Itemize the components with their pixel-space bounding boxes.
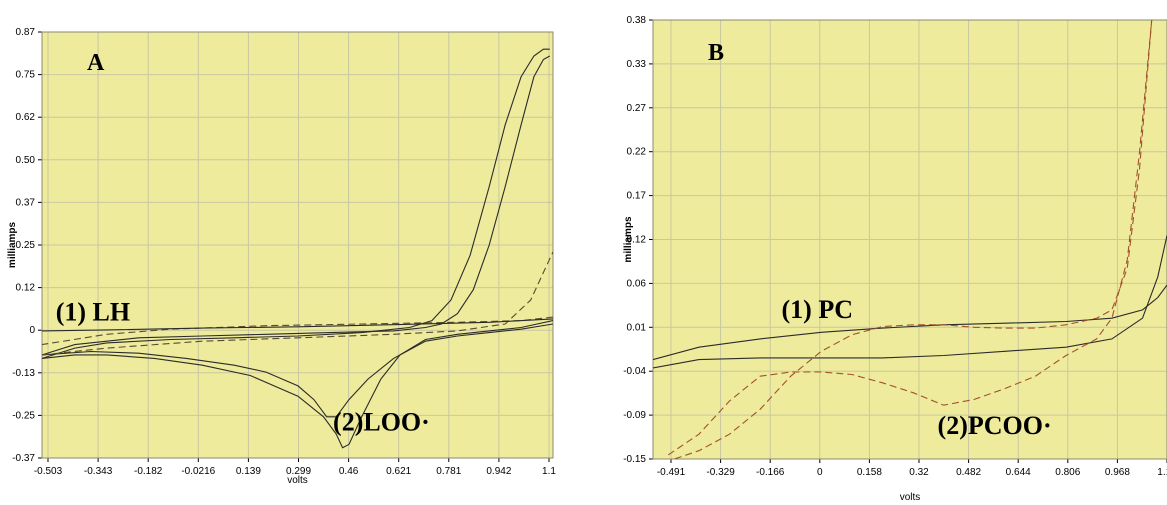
x-tick-label: 0 <box>817 467 823 478</box>
y-tick-label: 0.01 <box>627 322 647 333</box>
y-tick-label: 0.62 <box>16 112 36 123</box>
x-tick-label: 0.32 <box>909 467 929 478</box>
y-tick-label: 0.12 <box>16 283 36 294</box>
y-axis-label: milliamps <box>623 216 634 263</box>
x-tick-label: -0.0216 <box>181 466 215 477</box>
y-tick-label: -0.15 <box>623 454 646 465</box>
y-tick-label: -0.25 <box>12 410 35 421</box>
x-tick-label: 0.621 <box>386 466 411 477</box>
series-line-6 <box>42 318 553 332</box>
y-tick-label: -0.37 <box>12 453 35 464</box>
y-tick-label: 0.87 <box>16 27 36 38</box>
x-axis-label: volts <box>900 492 921 503</box>
series-line-2 <box>667 20 1153 456</box>
series-line-1 <box>653 235 1167 369</box>
panel-label: A <box>87 50 105 76</box>
x-tick-label: 0.46 <box>339 466 359 477</box>
x-tick-label: -0.166 <box>756 467 785 478</box>
series-line-4 <box>42 251 553 356</box>
annotation-label: (2)LOO· <box>333 408 430 437</box>
series-line-3 <box>674 20 1153 459</box>
chart-panel-b: -0.491 -0.329 -0.166 0 0.158 0.32 0.482 0.644 0.… <box>623 15 1167 503</box>
y-tick-label: 0.38 <box>627 15 647 26</box>
x-tick-label: 1.13 <box>1157 467 1167 478</box>
annotation-label: (1) LH <box>56 298 130 327</box>
x-tick-label: 1.1 <box>542 466 556 477</box>
chart-panel-a: -0.503 -0.343 -0.182 -0.0216 0.139 0.299 0.46 0… <box>7 27 556 486</box>
series-line-0 <box>653 284 1167 361</box>
y-tick-label: 0.50 <box>16 155 36 166</box>
x-tick-label: -0.503 <box>34 466 63 477</box>
x-tick-label: 0.644 <box>1006 467 1031 478</box>
y-tick-label: -0.13 <box>12 368 35 379</box>
x-tick-label: 0.299 <box>286 466 311 477</box>
annotation-label: (1) PC <box>782 295 853 324</box>
y-tick-label: 0.75 <box>16 70 36 81</box>
x-tick-label: 0.806 <box>1055 467 1080 478</box>
y-tick-label: 0.25 <box>16 240 36 251</box>
x-tick-label: 0.158 <box>857 467 882 478</box>
series-line-0 <box>42 48 550 359</box>
panel-label: B <box>708 40 724 66</box>
y-tick-label: 0.17 <box>627 191 647 202</box>
series-line-3 <box>42 323 553 418</box>
x-tick-label: 0.781 <box>436 466 461 477</box>
y-tick-label: 0.37 <box>16 197 36 208</box>
x-tick-label: -0.343 <box>84 466 113 477</box>
x-tick-label: 0.139 <box>236 466 261 477</box>
x-tick-label: -0.491 <box>657 467 686 478</box>
y-axis-label: milliamps <box>7 222 18 269</box>
x-tick-label: -0.182 <box>134 466 163 477</box>
y-tick-label: 0.12 <box>627 235 647 246</box>
y-tick-label: 0 <box>29 325 35 336</box>
x-tick-label: 0.482 <box>956 467 981 478</box>
x-tick-label: -0.329 <box>706 467 735 478</box>
x-axis-label: volts <box>287 475 308 486</box>
y-tick-label: 0.33 <box>627 59 647 70</box>
y-tick-label: 0.27 <box>627 103 647 114</box>
plot-frame <box>652 19 1167 460</box>
x-tick-label: 0.942 <box>486 466 511 477</box>
y-tick-label: -0.09 <box>623 410 646 421</box>
plot-frame <box>41 31 554 459</box>
x-tick-label: 0.968 <box>1105 467 1130 478</box>
y-tick-label: -0.04 <box>623 366 646 377</box>
series-line-2 <box>42 320 553 449</box>
annotation-label: (2)PCOO· <box>938 411 1052 440</box>
y-tick-label: 0.06 <box>627 278 647 289</box>
y-tick-label: 0.22 <box>627 147 647 158</box>
